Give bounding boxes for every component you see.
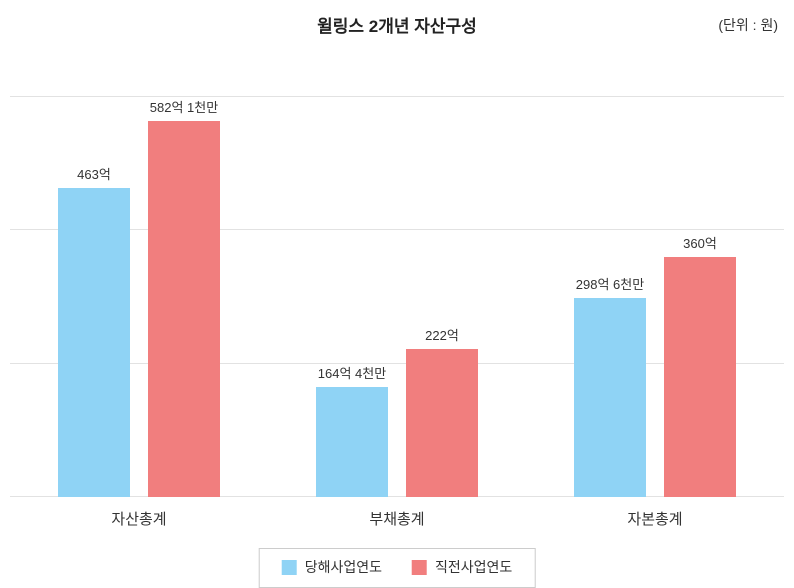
bar-column: 463억 bbox=[58, 97, 130, 497]
x-axis-label: 자산총계 bbox=[111, 511, 167, 528]
plot-area: 463억 582억 1천만 164억 4천만 222억 298억 6천만 360억 bbox=[10, 96, 784, 497]
legend-label: 당해사업연도 bbox=[304, 559, 382, 575]
legend-swatch bbox=[412, 559, 427, 575]
bar bbox=[664, 257, 736, 497]
legend-item: 당해사업연도 bbox=[281, 557, 382, 577]
gridline bbox=[10, 496, 784, 497]
gridline bbox=[10, 229, 784, 231]
bar-value-label: 164억 4천만 bbox=[317, 366, 387, 382]
bar-group: 298억 6천만 360억 bbox=[526, 97, 784, 497]
bar-value-label: 582억 1천만 bbox=[149, 100, 219, 115]
legend: 당해사업연도 직전사업연도 bbox=[258, 548, 536, 588]
bar-column: 360억 bbox=[664, 97, 736, 497]
bar bbox=[406, 349, 478, 497]
bar-value-label: 360억 bbox=[683, 236, 717, 251]
legend-label: 직전사업연도 bbox=[435, 559, 513, 575]
gridline bbox=[10, 362, 784, 364]
x-axis-labels: 자산총계 부채총계 자본총계 bbox=[10, 508, 784, 529]
gridline bbox=[10, 96, 784, 97]
bar bbox=[316, 387, 388, 497]
bar-value-label: 298억 6천만 bbox=[575, 276, 645, 292]
bar bbox=[574, 297, 646, 497]
bar-column: 298억 6천만 bbox=[574, 97, 646, 497]
bar-groups: 463억 582억 1천만 164억 4천만 222억 298억 6천만 360억 bbox=[10, 97, 784, 497]
bar-column: 222억 bbox=[406, 97, 478, 497]
unit-label: (단위 : 원) bbox=[718, 17, 778, 33]
legend-swatch bbox=[281, 559, 297, 575]
bar-value-label: 222억 bbox=[425, 328, 459, 343]
bar-column: 582억 1천만 bbox=[148, 97, 220, 497]
x-axis-label: 부채총계 bbox=[369, 511, 425, 528]
legend-item: 직전사업연도 bbox=[412, 557, 512, 577]
x-axis-label: 자본총계 bbox=[627, 511, 683, 528]
bar-value-label: 463억 bbox=[77, 167, 111, 183]
bar-group: 463억 582억 1천만 bbox=[10, 97, 268, 497]
chart-title: 윌링스 2개년 자산구성 bbox=[317, 17, 477, 36]
bar bbox=[58, 188, 130, 497]
bar-column: 164억 4천만 bbox=[316, 97, 388, 497]
bar-group: 164억 4천만 222억 bbox=[268, 97, 526, 497]
bar bbox=[148, 121, 220, 497]
